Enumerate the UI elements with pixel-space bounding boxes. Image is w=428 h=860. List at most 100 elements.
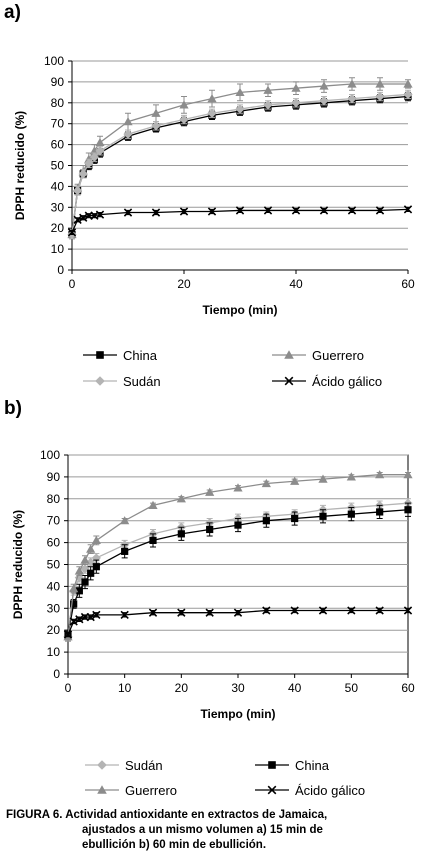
chart-b-point-acido-galico [120, 610, 129, 620]
chart-a-point-sudan [151, 121, 161, 131]
chart-b-point-china [404, 506, 412, 514]
chart-b-point-acido-galico [205, 608, 214, 617]
chart-b-point-china [70, 600, 78, 608]
chart-b-point-guerrero [91, 535, 101, 545]
chart-a-x-tick-label: 0 [69, 277, 76, 291]
chart-a-x-tick-label: 60 [401, 277, 415, 291]
chart-a-point-sudan [319, 96, 329, 106]
chart-a-point-acido-galico [319, 206, 329, 215]
chart-b-point-acido-galico [262, 606, 271, 615]
chart-a-legend-marker-acido-galico [284, 376, 294, 386]
chart-b-y-tick-label: 30 [47, 601, 61, 615]
chart-a-point-acido-galico [291, 206, 301, 215]
chart-b-point-acido-galico [318, 606, 328, 615]
chart-a-y-tick-label: 70 [51, 117, 65, 131]
chart-a-point-sudan [73, 185, 83, 196]
chart-b-point-acido-galico [290, 606, 299, 615]
chart-a-y-tick-label: 80 [51, 96, 65, 110]
chart-b-legend-label-guerrero: Guerrero [125, 783, 177, 798]
chart-b-point-china [92, 563, 100, 571]
chart-b-point-china [81, 578, 89, 586]
chart-b-point-acido-galico [233, 608, 243, 617]
chart-b-y-tick-label: 50 [47, 558, 61, 572]
chart-a-point-sudan [84, 158, 94, 169]
chart-b-point-guerrero [375, 470, 385, 479]
panel-b-letter: b) [4, 398, 22, 419]
chart-b-point-acido-galico [177, 608, 186, 617]
chart-a-point-sudan [235, 104, 245, 114]
chart-a-point-acido-galico [73, 215, 82, 225]
chart-b-y-tick-label: 80 [47, 492, 61, 506]
chart-a-point-acido-galico [179, 207, 189, 216]
chart-b-point-china [149, 536, 157, 545]
chart-b-x-tick-label: 40 [288, 681, 302, 695]
chart-b-point-acido-galico [86, 612, 95, 622]
chart-b-x-tick-label: 50 [345, 681, 359, 695]
chart-b-point-china [291, 514, 299, 523]
chart-a-y-tick-label: 10 [51, 242, 65, 256]
chart-b-point-acido-galico [347, 606, 356, 615]
chart-a-legend-marker-china [96, 351, 104, 359]
chart-b-legend-marker-sudan [97, 760, 107, 770]
chart-a-point-guerrero [151, 108, 161, 117]
chart-b-point-guerrero [176, 494, 186, 503]
chart-a-point-acido-galico [403, 205, 413, 214]
chart-b-legend-marker-acido-galico [267, 785, 277, 795]
chart-a-point-sudan [263, 100, 273, 110]
chart-b-point-china [234, 521, 242, 529]
chart-b-y-tick-label: 100 [40, 448, 60, 462]
chart-a: 0 10 20 30 40 50 60 70 80 90 100 0 20 40 60 Tiempo (min… [13, 54, 415, 389]
chart-b-point-guerrero [86, 544, 96, 553]
chart-b-legend-marker-guerrero [97, 785, 107, 794]
chart-b-point-china [347, 510, 355, 518]
chart-a-point-guerrero [347, 79, 357, 88]
chart-b-y-tick-label: 60 [47, 536, 61, 550]
chart-b-y-tick-label: 0 [53, 667, 60, 681]
chart-b-x-axis-label: Tiempo (min) [200, 707, 275, 721]
chart-a-y-tick-label: 0 [57, 263, 64, 277]
caption-line-3: ebullición b) 60 min de ebullición. [82, 839, 267, 851]
chart-b-point-acido-galico [403, 606, 413, 615]
chart-a-legend-marker-guerrero [284, 350, 294, 359]
chart-a-legend-marker-sudan [95, 376, 105, 386]
chart-a-point-acido-galico [95, 210, 105, 219]
caption-line-1: FIGURA 6. Actividad antioxidante en extr… [6, 809, 328, 821]
chart-b-legend-label-china: China [295, 758, 330, 773]
chart-a-point-guerrero [207, 94, 217, 103]
chart-b-y-tick-label: 10 [47, 645, 61, 659]
chart-a-legend-label-sudan: Sudán [123, 374, 161, 389]
chart-b-point-guerrero [74, 566, 84, 575]
chart-a-point-guerrero [235, 87, 245, 96]
chart-a-point-sudan [403, 89, 413, 100]
chart-b-point-sudan [91, 553, 101, 563]
chart-a-point-guerrero [375, 79, 385, 88]
chart-a-y-tick-label: 90 [51, 75, 65, 89]
chart-b-point-sudan [86, 557, 96, 567]
chart-b-point-guerrero [69, 583, 79, 593]
chart-a-point-guerrero [291, 83, 301, 92]
chart-a-x-axis-label: Tiempo (min) [202, 303, 277, 317]
chart-b-point-acido-galico [69, 617, 78, 626]
chart-a-point-acido-galico [123, 208, 133, 217]
chart-a-point-guerrero [123, 117, 133, 126]
chart-b-y-tick-label: 70 [47, 514, 61, 528]
chart-a-point-sudan [347, 94, 357, 104]
chart-b-legend-label-sudan: Sudán [125, 758, 163, 773]
chart-b: 0 10 20 30 40 50 60 70 80 90 100 0 10 20 30 40 50 60 Tiemp… [11, 448, 415, 798]
figure-caption: FIGURA 6. Actividad antioxidante en extr… [6, 808, 422, 853]
chart-b-x-tick-label: 20 [175, 681, 189, 695]
chart-b-point-guerrero [233, 483, 243, 492]
chart-a-point-sudan [291, 98, 301, 108]
chart-b-point-china [319, 512, 327, 520]
chart-a-point-acido-galico [235, 206, 245, 215]
chart-b-point-acido-galico [148, 608, 158, 617]
chart-a-point-acido-galico [79, 213, 88, 222]
chart-a-point-sudan [95, 146, 105, 156]
chart-a-x-tick-label: 20 [177, 277, 191, 291]
chart-a-y-tick-label: 20 [51, 221, 65, 235]
chart-b-point-acido-galico [63, 630, 73, 639]
chart-a-point-guerrero [263, 85, 273, 94]
chart-b-point-guerrero [80, 555, 90, 564]
chart-a-y-tick-label: 30 [51, 200, 65, 214]
chart-a-point-guerrero [89, 146, 99, 155]
